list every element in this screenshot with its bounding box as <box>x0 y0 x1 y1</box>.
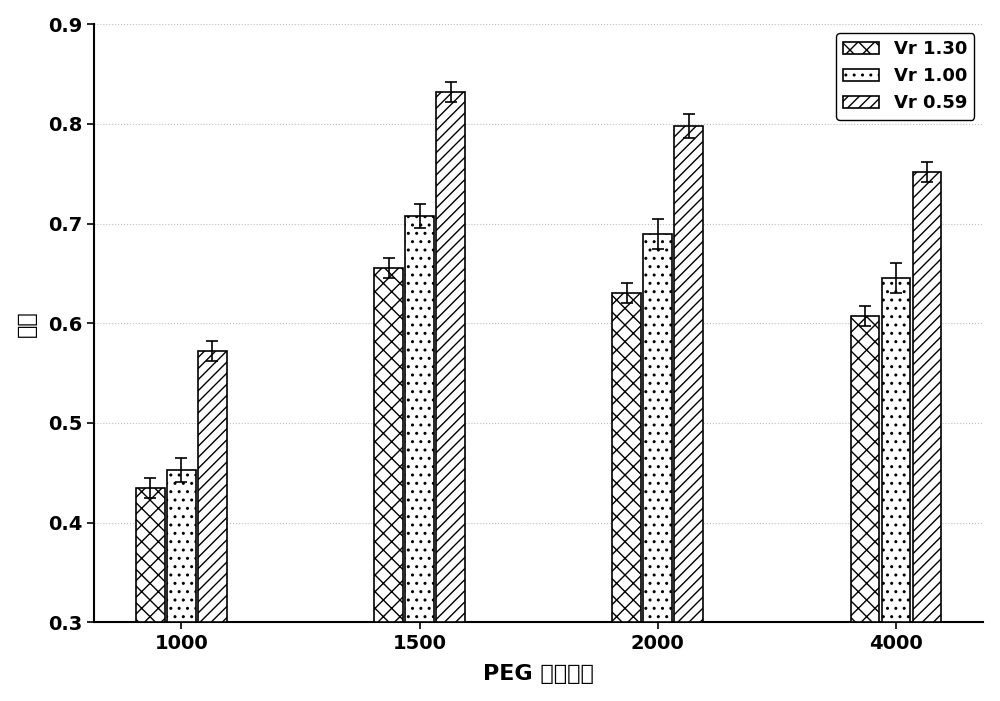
Y-axis label: 纯度: 纯度 <box>17 310 37 336</box>
Bar <box>198 351 227 622</box>
Bar <box>882 278 910 622</box>
Bar <box>674 126 703 622</box>
Bar <box>436 92 465 622</box>
Bar <box>913 172 941 622</box>
Bar <box>612 294 641 622</box>
Legend: Vr 1.30, Vr 1.00, Vr 0.59: Vr 1.30, Vr 1.00, Vr 0.59 <box>836 33 974 120</box>
Bar <box>643 233 672 622</box>
Bar <box>167 470 196 622</box>
Bar <box>374 268 403 622</box>
Bar <box>405 216 434 622</box>
Bar <box>851 316 879 622</box>
X-axis label: PEG 分子质量: PEG 分子质量 <box>483 665 594 684</box>
Bar <box>136 488 165 622</box>
